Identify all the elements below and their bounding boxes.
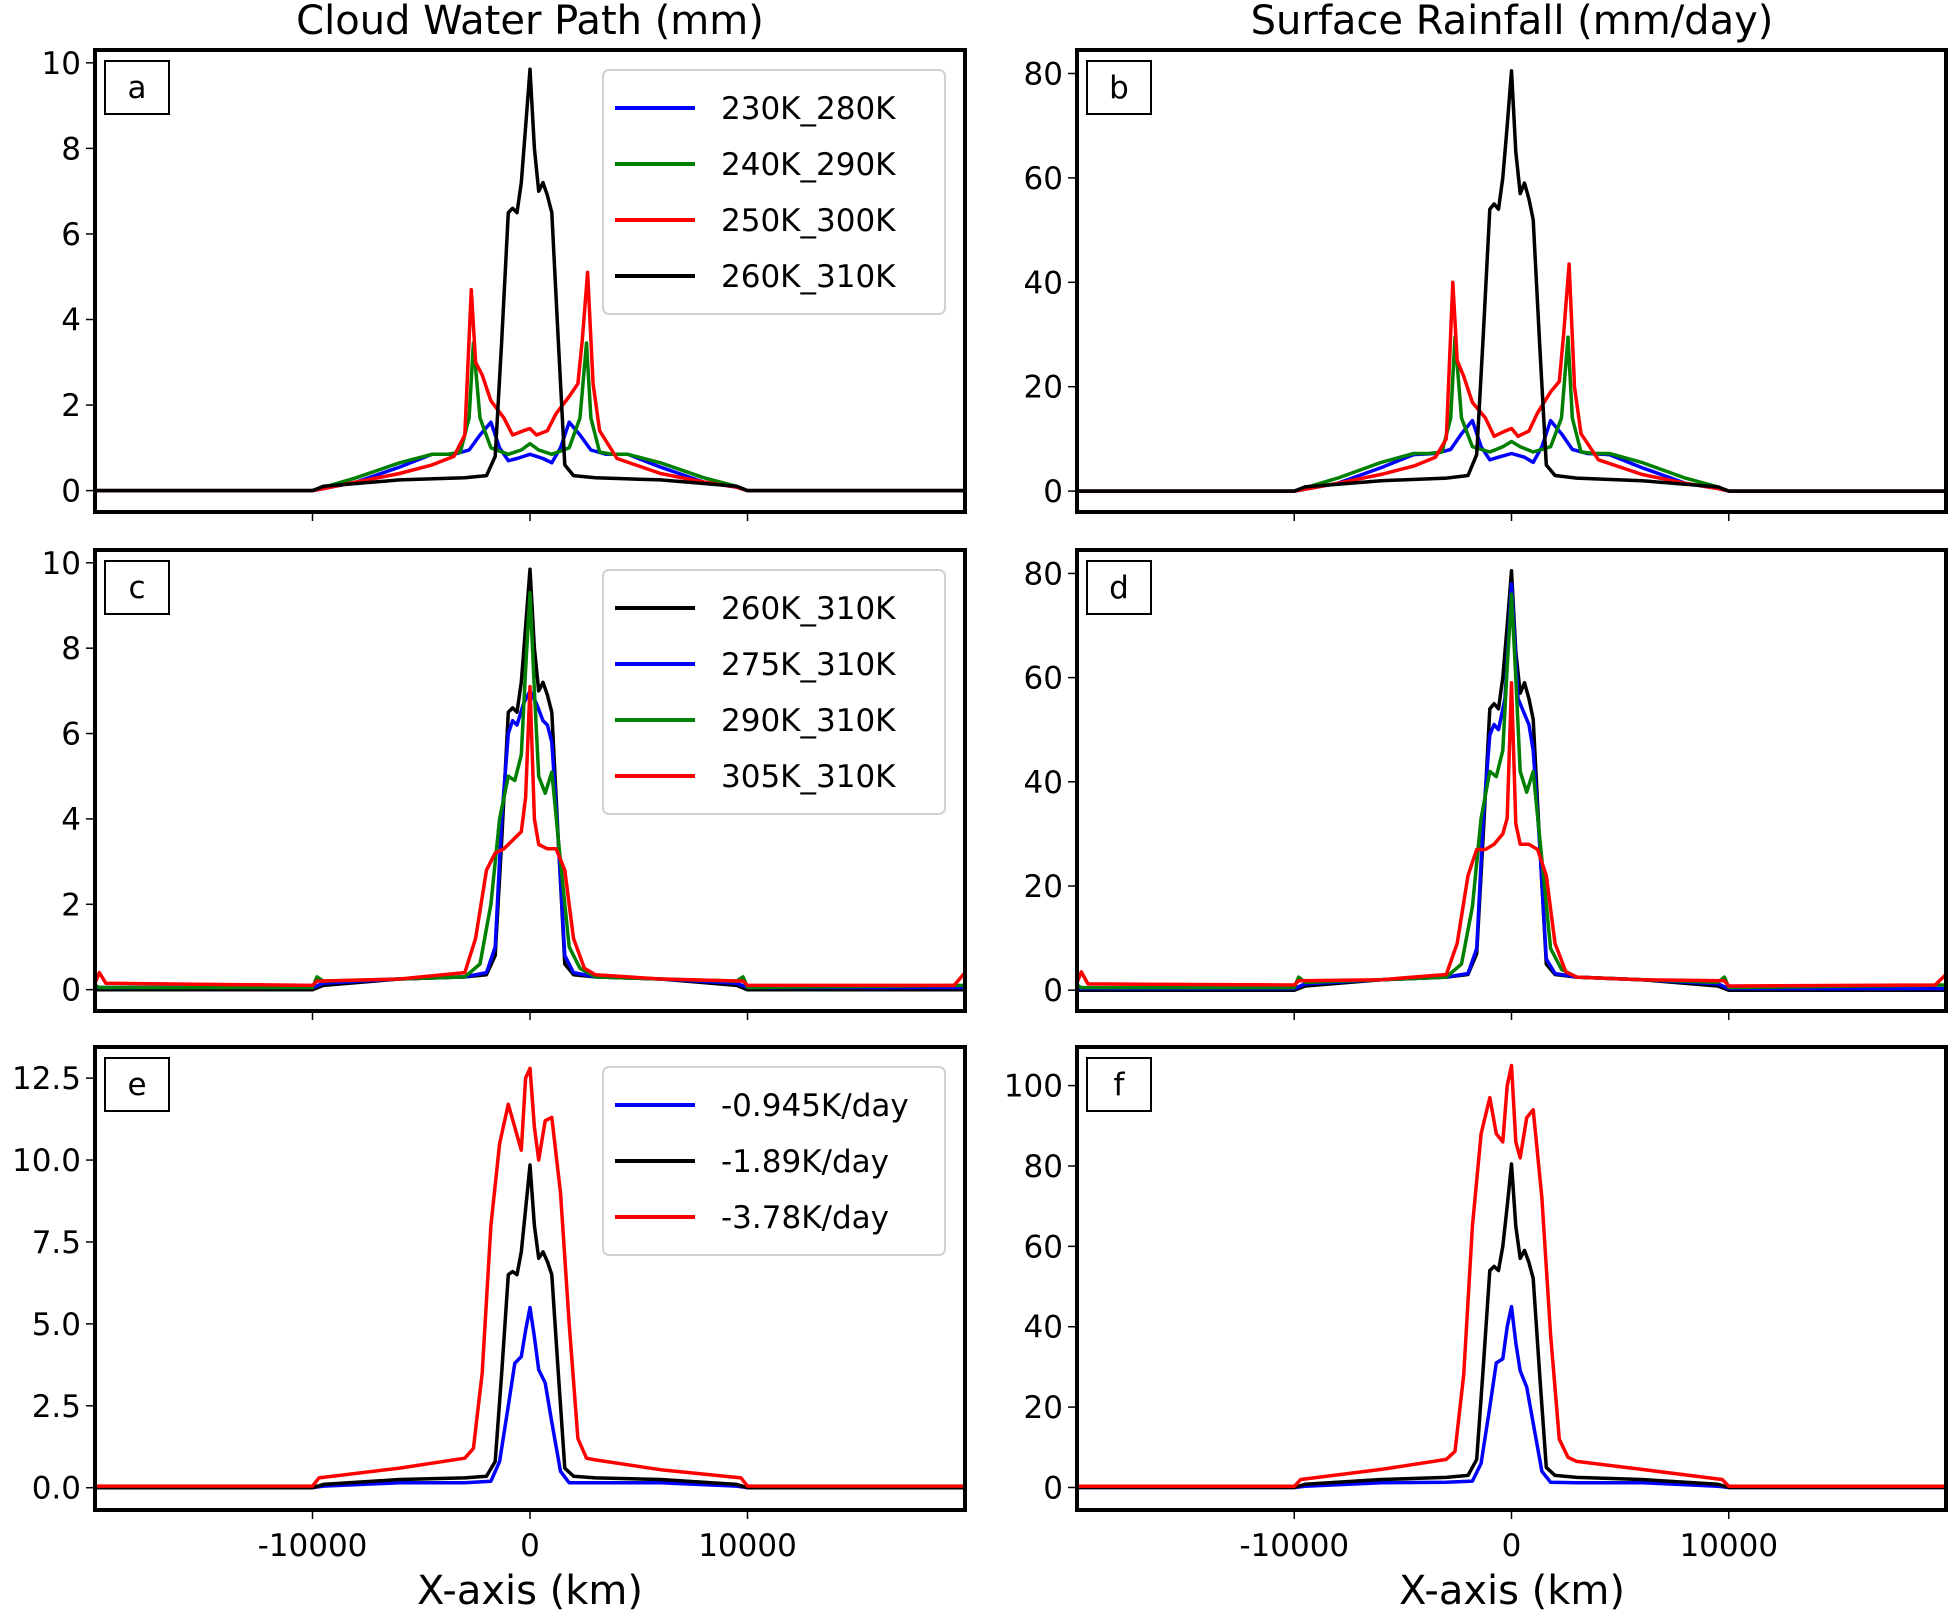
- y-tick-label-e: 10.0: [12, 1143, 81, 1179]
- panel-letter-c: c: [128, 570, 145, 606]
- legend-label-a-1: 240K_290K: [721, 147, 896, 183]
- panel-letter-e: e: [127, 1067, 146, 1103]
- y-tick-label-a: 8: [61, 131, 81, 167]
- panel-e: 0.0 2.5 5.0 7.5 10.0 12.5 -10000 0 10000 e -0.945K…: [12, 1045, 967, 1564]
- series-line-d-0: [1077, 569, 1946, 992]
- series-line-d-1: [1077, 582, 1946, 991]
- y-tick-label-e: 0.0: [32, 1471, 81, 1507]
- panel-b: 0 20 40 60 80 b: [1024, 48, 1948, 521]
- panel-letter-box-f: [1086, 1057, 1152, 1112]
- y-tick-label-e: 7.5: [32, 1225, 81, 1261]
- series-line-b-1: [1077, 335, 1946, 493]
- panel-c: 0 2 4 6 8 10 c 260K_310K 275K_310K 290K_310K 305K_…: [42, 546, 967, 1020]
- series-line-b-3: [1077, 69, 1946, 493]
- legend-label-c-2: 290K_310K: [721, 703, 896, 739]
- y-tick-label-e: 5.0: [32, 1307, 81, 1343]
- y-tick-label-c: 4: [61, 802, 81, 838]
- y-tick-label-b: 60: [1024, 161, 1063, 197]
- y-tick-label-d: 20: [1024, 869, 1063, 905]
- column-title-right: Surface Rainfall (mm/day): [1251, 0, 1774, 44]
- series-line-f-1: [1077, 1162, 1946, 1490]
- series-line-e-1: [95, 1163, 965, 1490]
- series-line-b-2: [1077, 262, 1946, 493]
- y-tick-label-a: 4: [61, 303, 81, 339]
- legend-c: [602, 569, 946, 815]
- y-tick-label-b: 40: [1024, 265, 1063, 301]
- series-line-a-0: [95, 420, 965, 493]
- y-tick-label-f: 60: [1024, 1229, 1063, 1265]
- panel-letter-b: b: [1109, 70, 1129, 106]
- panel-d: 0 20 40 60 80 d: [1024, 548, 1948, 1020]
- panel-letter-box-c: [104, 560, 170, 615]
- legend-label-c-3: 305K_310K: [721, 759, 896, 795]
- x-tick-label-e: 0: [520, 1528, 540, 1564]
- panel-letter-f: f: [1114, 1067, 1126, 1103]
- legend-label-e-2: -3.78K/day: [721, 1200, 889, 1236]
- panel-letter-box-b: [1086, 60, 1152, 115]
- x-tick-label-f: 10000: [1679, 1528, 1778, 1564]
- legend-label-e-1: -1.89K/day: [721, 1144, 889, 1180]
- legend-label-a-3: 260K_310K: [721, 259, 896, 295]
- y-tick-label-a: 2: [61, 388, 81, 424]
- legend-a: [602, 69, 946, 315]
- y-tick-label-b: 0: [1043, 474, 1063, 510]
- panel-f: 0 20 40 60 80 100 -10000 0 10000 f: [1004, 1045, 1948, 1564]
- series-line-a-1: [95, 341, 965, 493]
- axes-frame-f: [1075, 1045, 1948, 1512]
- y-tick-label-d: 80: [1024, 556, 1063, 592]
- y-tick-label-b: 80: [1024, 56, 1063, 92]
- x-tick-label-f: 0: [1502, 1528, 1522, 1564]
- y-tick-label-f: 40: [1024, 1310, 1063, 1346]
- y-tick-label-b: 20: [1024, 370, 1063, 406]
- y-tick-label-e: 12.5: [12, 1061, 81, 1097]
- legend-label-c-1: 275K_310K: [721, 647, 896, 683]
- series-line-c-3: [95, 684, 965, 988]
- y-tick-label-c: 2: [61, 887, 81, 923]
- series-line-a-3: [95, 67, 965, 493]
- series-line-e-0: [95, 1305, 965, 1490]
- y-tick-label-c: 8: [61, 631, 81, 667]
- y-tick-label-c: 6: [61, 717, 81, 753]
- series-line-a-2: [95, 270, 965, 493]
- legend-e: [602, 1066, 946, 1256]
- y-tick-label-c: 10: [42, 546, 81, 582]
- x-tick-label-f: -10000: [1239, 1528, 1349, 1564]
- x-tick-label-e: 10000: [698, 1528, 797, 1564]
- legend-label-a-2: 250K_300K: [721, 203, 896, 239]
- panel-letter-d: d: [1109, 570, 1129, 606]
- legend-label-a-0: 230K_280K: [721, 91, 896, 127]
- y-tick-label-a: 0: [61, 474, 81, 510]
- series-line-f-0: [1077, 1304, 1946, 1490]
- x-axis-label-right: X-axis (km): [1399, 1568, 1625, 1614]
- panel-letter-a: a: [128, 70, 147, 106]
- panel-letter-box-a: [104, 60, 170, 115]
- legend-label-c-0: 260K_310K: [721, 591, 896, 627]
- legend-label-e-0: -0.945K/day: [721, 1088, 909, 1124]
- panel-letter-box-e: [104, 1057, 170, 1112]
- y-tick-label-f: 80: [1024, 1149, 1063, 1185]
- column-title-left: Cloud Water Path (mm): [296, 0, 764, 44]
- y-tick-label-c: 0: [61, 973, 81, 1009]
- y-tick-label-f: 20: [1024, 1390, 1063, 1426]
- y-tick-label-d: 0: [1043, 973, 1063, 1009]
- series-line-d-3: [1077, 681, 1946, 988]
- series-line-e-2: [95, 1066, 965, 1488]
- panel-letter-box-d: [1086, 560, 1152, 615]
- x-tick-label-e: -10000: [258, 1528, 368, 1564]
- panel-a: 0 2 4 6 8 10 a 230K_280K 240K_290K 250K_300K 260K_…: [42, 46, 967, 521]
- y-tick-label-a: 6: [61, 217, 81, 253]
- x-axis-label-left: X-axis (km): [417, 1568, 643, 1614]
- series-line-d-2: [1077, 592, 1946, 990]
- y-tick-label-f: 0: [1043, 1470, 1063, 1506]
- y-tick-label-e: 2.5: [32, 1389, 81, 1425]
- y-tick-label-a: 10: [42, 46, 81, 82]
- y-tick-label-d: 60: [1024, 661, 1063, 697]
- y-tick-label-d: 40: [1024, 765, 1063, 801]
- y-tick-label-f: 100: [1004, 1069, 1063, 1105]
- series-line-f-2: [1077, 1063, 1946, 1489]
